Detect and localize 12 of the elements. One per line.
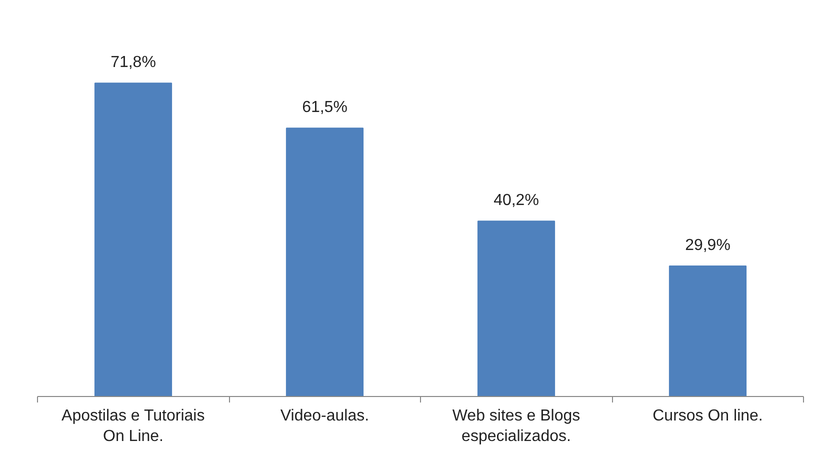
bar [668,266,747,396]
x-tick-label: Video-aulas. [280,408,370,424]
data-label: 29,9% [685,237,730,254]
x-tick-label: Apostilas e Tutoriais On Line. [62,408,205,445]
bar [286,128,364,396]
data-label: 40,2% [494,192,539,210]
bar [94,82,172,396]
x-tick-label: Web sites e Blogs especializados. [452,408,580,445]
data-label: 71,8% [110,54,156,72]
x-tick-label: Cursos On line. [652,408,763,424]
data-label: 61,5% [302,99,348,116]
bar [477,220,556,396]
